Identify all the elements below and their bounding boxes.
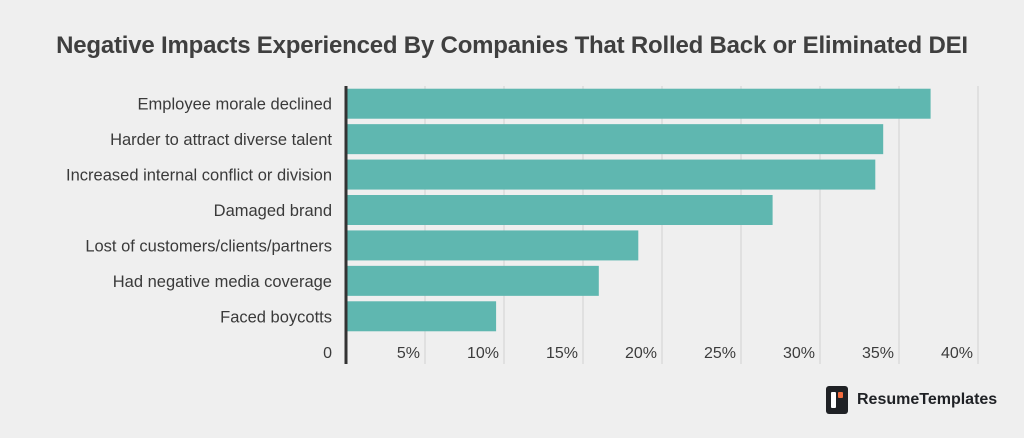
bar [346, 230, 639, 261]
x-tick-label: 5% [397, 345, 420, 362]
x-tick-label: 15% [546, 345, 578, 362]
brand-footer: ResumeTemplates [826, 386, 997, 414]
bar [346, 301, 497, 332]
category-label: Increased internal conflict or division [66, 167, 332, 185]
bar [346, 195, 773, 225]
category-label: Damaged brand [214, 202, 332, 220]
bar [346, 88, 931, 119]
bars [346, 88, 931, 332]
x-tick-label: 30% [783, 345, 815, 362]
x-tick-label: 25% [704, 345, 736, 362]
category-labels: Employee morale declined Harder to attrac… [66, 96, 332, 327]
category-label: Lost of customers/clients/partners [85, 237, 332, 255]
x-tick-label: 10% [467, 345, 499, 362]
x-tick-label: 35% [862, 345, 894, 362]
resumetemplates-logo-icon [826, 386, 848, 414]
bar [346, 124, 884, 155]
x-tick-label: 20% [625, 345, 657, 362]
chart-title: Negative Impacts Experienced By Companie… [56, 32, 968, 59]
category-label: Had negative media coverage [113, 273, 332, 291]
x-tick-label: 0 [323, 345, 332, 362]
category-label: Employee morale declined [138, 96, 332, 114]
x-tick-labels: 0 5% 10% 15% 20% 25% 30% 35% 40% [323, 345, 973, 362]
bar [346, 265, 599, 296]
bar [346, 159, 876, 190]
category-label: Harder to attract diverse talent [110, 131, 332, 149]
brand-name: ResumeTemplates [857, 391, 998, 408]
x-tick-label: 40% [941, 345, 973, 362]
category-label: Faced boycotts [220, 308, 332, 326]
